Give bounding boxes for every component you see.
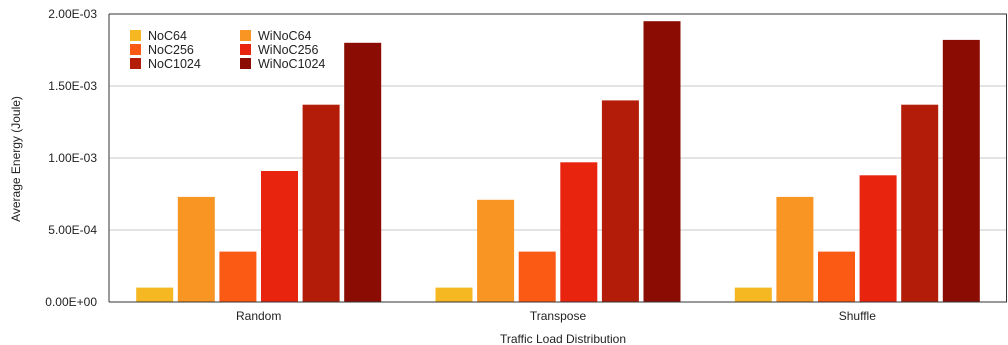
y-tick-label: 5.00E-04 — [48, 223, 97, 237]
x-tick-label: Transpose — [530, 309, 587, 323]
legend-label: NoC1024 — [148, 57, 201, 71]
legend-label: NoC64 — [148, 29, 187, 43]
y-tick-label: 1.00E-03 — [48, 151, 97, 165]
bar — [942, 39, 980, 303]
bar — [477, 199, 515, 302]
bar — [518, 251, 556, 302]
legend-swatch — [130, 58, 141, 69]
bar — [302, 104, 340, 302]
bar — [344, 42, 382, 303]
legend-swatch — [240, 44, 251, 55]
legend-swatch — [240, 58, 251, 69]
legend-label: WiNoC64 — [258, 29, 312, 43]
legend-swatch — [130, 30, 141, 41]
y-axis-ticks: 0.00E+00 5.00E-04 1.00E-03 1.50E-03 2.00E-03 — [45, 7, 97, 309]
bar — [177, 196, 215, 302]
axes — [108, 13, 1007, 303]
bars — [136, 21, 980, 303]
bar — [136, 287, 174, 302]
bar — [776, 196, 814, 302]
legend-label: WiNoC1024 — [258, 57, 325, 71]
y-tick-label: 1.50E-03 — [48, 79, 97, 93]
legend-swatch — [130, 44, 141, 55]
bar — [601, 100, 639, 303]
bar — [859, 175, 897, 302]
legend-label: WiNoC256 — [258, 43, 318, 57]
y-tick-label: 0.00E+00 — [45, 295, 97, 309]
x-tick-label: Random — [236, 309, 281, 323]
y-axis-title: Average Energy (Joule) — [9, 96, 23, 222]
bar — [435, 287, 473, 302]
legend-label: NoC256 — [148, 43, 194, 57]
x-axis-title: Traffic Load Distribution — [500, 332, 626, 345]
y-tick-label: 2.00E-03 — [48, 7, 97, 21]
bar — [219, 251, 257, 302]
x-axis-ticks: Random Transpose Shuffle — [236, 309, 876, 323]
bar — [643, 21, 681, 302]
x-tick-label: Shuffle — [839, 309, 876, 323]
bar — [818, 251, 855, 302]
bar — [261, 171, 298, 302]
legend-swatch — [240, 30, 251, 41]
bar — [734, 287, 772, 302]
bar — [901, 104, 939, 302]
bar — [560, 162, 598, 302]
